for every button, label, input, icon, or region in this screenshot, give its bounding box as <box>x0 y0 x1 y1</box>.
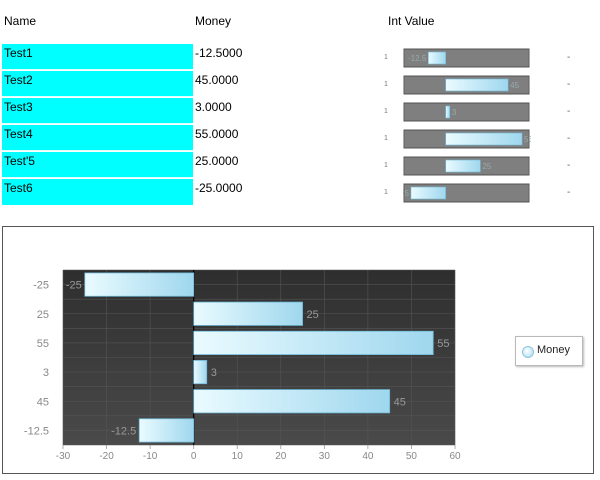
x-tick-label: 60 <box>449 451 461 462</box>
x-tick-label: 50 <box>406 451 418 462</box>
legend-label: Money <box>537 344 571 356</box>
bar-data-label: -25 <box>66 280 82 292</box>
int-value-mini-bar: 1 45 - <box>384 75 574 97</box>
name-cell[interactable]: Test1 <box>2 44 193 70</box>
mini-bar-chart: 45 <box>403 75 530 95</box>
mini-bar-end-label: - <box>567 52 571 63</box>
name-column-header[interactable]: Name <box>4 14 37 28</box>
mini-bar-data-label: -25 <box>403 189 409 198</box>
mini-bar-chart: 25 <box>403 156 530 176</box>
legend-marker-icon <box>522 346 534 358</box>
int-value-mini-bar: 1 3 - <box>384 102 574 124</box>
money-cell[interactable]: -12.5000 <box>195 46 243 60</box>
bar <box>84 272 195 297</box>
mini-bar <box>445 105 451 119</box>
int-value-mini-bar: 1 25 - <box>384 156 574 178</box>
mini-bar-data-label: 45 <box>510 81 519 90</box>
x-tick-label: -20 <box>99 451 114 462</box>
mini-bar <box>445 78 509 92</box>
y-category-label: 55 <box>37 338 49 350</box>
chart-panel: -30 -20 -10 0 10 20 30 40 50 60 -25 -25 25 25 55 55 3 3 45… <box>2 226 594 474</box>
bar-data-label: 3 <box>211 367 217 379</box>
y-category-label: -25 <box>33 280 49 292</box>
bar-data-label: 45 <box>394 396 406 408</box>
mini-bar-data-label: 55 <box>524 135 531 144</box>
x-tick-label: 10 <box>232 451 244 462</box>
mini-bar-chart: -25 <box>403 183 530 203</box>
bar <box>193 389 391 414</box>
int-value-mini-bar: 1 -12.5 - <box>384 48 574 70</box>
mini-bar-min-label: 1 <box>384 81 388 88</box>
mini-bar-end-label: - <box>567 133 571 144</box>
mini-bar <box>410 186 446 200</box>
mini-bar-min-label: 1 <box>384 189 388 196</box>
mini-bar-data-label: 3 <box>452 108 457 117</box>
mini-bar <box>445 132 523 146</box>
money-column-header[interactable]: Money <box>195 14 232 28</box>
y-category-label: 45 <box>37 396 49 408</box>
int-value-mini-bar: 1 55 - <box>384 129 574 151</box>
x-tick-label: -10 <box>143 451 158 462</box>
name-cell[interactable]: Test3 <box>2 98 193 124</box>
mini-bar-end-label: - <box>567 160 571 171</box>
money-cell[interactable]: 45.0000 <box>195 73 239 87</box>
mini-bar-min-label: 1 <box>384 54 388 61</box>
name-cell[interactable]: Test4 <box>2 125 193 151</box>
mini-bar-end-label: - <box>567 79 571 90</box>
money-cell[interactable]: 3.0000 <box>195 100 232 114</box>
name-cell[interactable]: Test2 <box>2 71 193 97</box>
mini-bar-min-label: 1 <box>384 108 388 115</box>
mini-bar-chart: -12.5 <box>403 48 530 68</box>
mini-bar-end-label: - <box>567 187 571 198</box>
bar <box>193 360 208 385</box>
mini-plot-background <box>403 102 530 122</box>
mini-bar-min-label: 1 <box>384 162 388 169</box>
bar <box>138 418 195 443</box>
mini-bar-chart: 55 <box>403 129 531 149</box>
bar-data-label: -12.5 <box>111 425 136 437</box>
mini-bar-end-label: - <box>567 106 571 117</box>
bar-data-label: 25 <box>307 309 319 321</box>
y-category-label: 3 <box>43 367 49 379</box>
x-tick-label: 0 <box>191 451 197 462</box>
mini-bar <box>428 51 446 65</box>
name-cell[interactable]: Test'5 <box>2 152 193 178</box>
name-cell[interactable]: Test6 <box>2 179 193 205</box>
mini-bar-data-label: 25 <box>482 162 491 171</box>
money-bar-chart: -30 -20 -10 0 10 20 30 40 50 60 -25 -25 25 25 55 55 3 3 45… <box>24 269 461 462</box>
money-cell[interactable]: 25.0000 <box>195 154 239 168</box>
x-tick-label: 30 <box>319 451 331 462</box>
x-tick-label: 40 <box>362 451 374 462</box>
y-category-label: -12.5 <box>24 425 49 437</box>
bar <box>193 301 303 326</box>
int-value-mini-bar: 1 -25 - <box>384 183 574 205</box>
x-tick-label: 20 <box>275 451 287 462</box>
mini-bar <box>445 159 481 173</box>
mini-bar-data-label: -12.5 <box>408 54 427 63</box>
y-category-label: 25 <box>37 309 49 321</box>
mini-bar-min-label: 1 <box>384 135 388 142</box>
mini-bar-chart: 3 <box>403 102 530 122</box>
x-tick-label: -30 <box>56 451 71 462</box>
int-value-column-header[interactable]: Int Value <box>388 14 435 28</box>
bar-data-label: 55 <box>437 338 449 350</box>
money-cell[interactable]: -25.0000 <box>195 181 243 195</box>
money-cell[interactable]: 55.0000 <box>195 127 239 141</box>
bar <box>193 330 434 355</box>
chart-legend: Money <box>515 336 583 366</box>
